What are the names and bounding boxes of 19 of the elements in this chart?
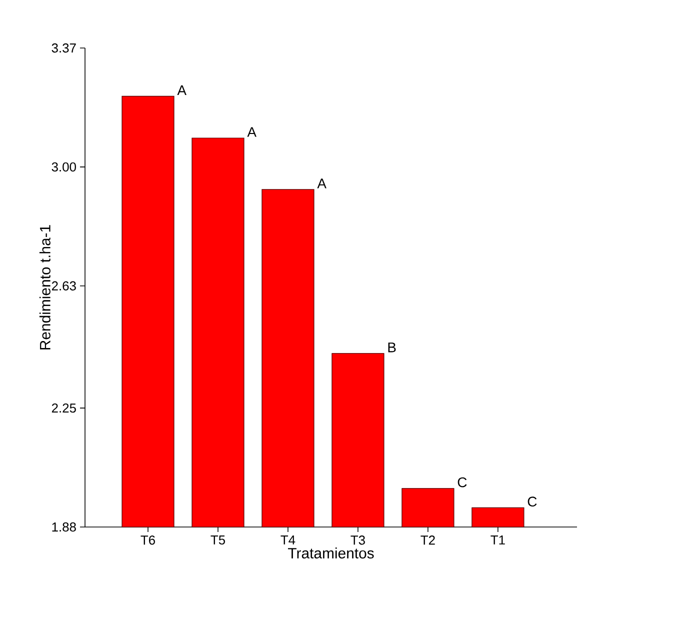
y-axis-title: Rendimiento t.ha-1: [39, 225, 50, 350]
y-tick-label: 2.25: [52, 403, 76, 413]
annotation: A: [247, 127, 256, 137]
x-tick-label: T3: [350, 536, 365, 545]
y-tick-label: 3.00: [52, 162, 76, 172]
x-tick-label: T4: [280, 536, 296, 544]
annotation: C: [458, 477, 467, 488]
x-tick-label: T6: [140, 536, 155, 545]
y-tick-label: 2.63: [52, 281, 76, 290]
y-tick-label: 1.88: [52, 522, 76, 532]
x-axis-title: Tratamientos: [288, 548, 374, 558]
x-tick-label: T2: [420, 536, 435, 545]
annotation: C: [528, 496, 537, 507]
annotation: A: [317, 178, 326, 188]
x-tick-label: T1: [490, 536, 505, 544]
annotation: A: [177, 85, 186, 96]
annotation: B: [388, 342, 396, 352]
y-tick-label: 3.37: [52, 43, 76, 53]
x-tick-label: T5: [210, 536, 225, 545]
